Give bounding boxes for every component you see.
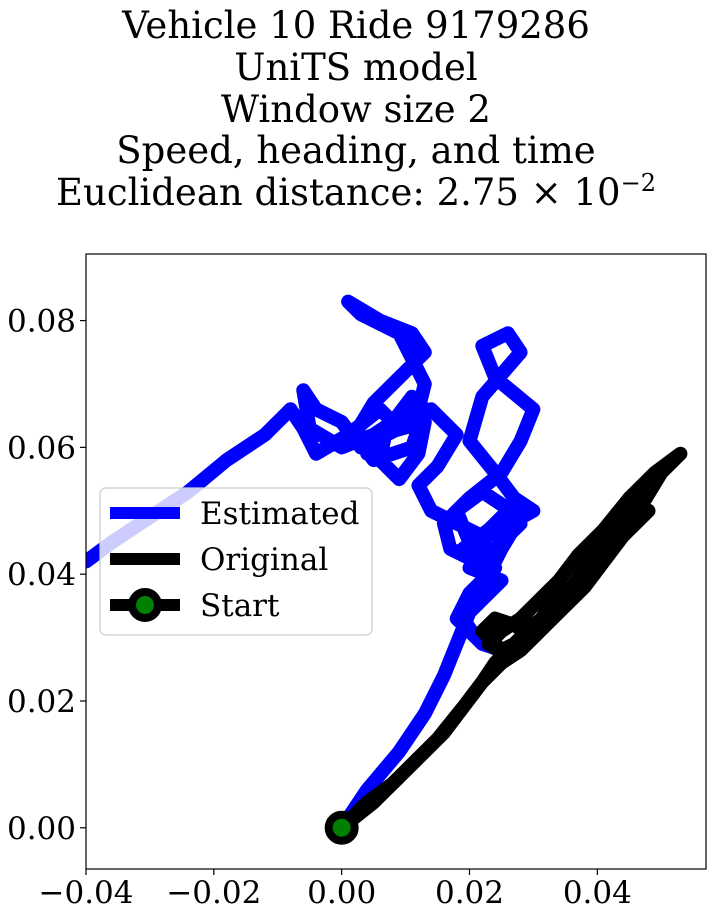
y-tick-label: 0.00 bbox=[7, 811, 76, 847]
y-tick-label: 0.08 bbox=[7, 304, 76, 340]
legend-box bbox=[99, 487, 373, 636]
series-line-original bbox=[334, 446, 688, 835]
title-line-distance: Euclidean distance: 2.75 × 10−2 bbox=[0, 169, 712, 217]
title-line-2: UniTS model bbox=[234, 46, 478, 89]
distance-label: Euclidean distance: 2.75 bbox=[56, 171, 519, 214]
legend-start-marker bbox=[128, 588, 162, 622]
distance-times: × 10 bbox=[530, 171, 621, 214]
x-tick-label: 0.04 bbox=[563, 875, 632, 911]
x-tick-label: −0.04 bbox=[39, 875, 134, 911]
y-tick-label: 0.04 bbox=[7, 557, 76, 593]
title-line-3: Window size 2 bbox=[221, 88, 491, 131]
legend-label-original: Original bbox=[200, 542, 328, 578]
y-tick-label: 0.06 bbox=[7, 430, 76, 466]
legend-label-start: Start bbox=[200, 588, 280, 624]
series-line-estimated bbox=[86, 294, 541, 835]
legend-label-estimated: Estimated bbox=[200, 496, 359, 532]
plot-frame bbox=[85, 253, 707, 870]
y-axis: 0.00 0.02 0.04 0.06 0.08 bbox=[7, 304, 86, 847]
distance-exponent: −2 bbox=[620, 169, 656, 197]
y-tick-label: 0.02 bbox=[7, 684, 76, 720]
start-marker bbox=[324, 810, 359, 845]
x-tick-label: 0.02 bbox=[435, 875, 504, 911]
legend: Estimated Original Start bbox=[99, 487, 373, 636]
title-line-1: Vehicle 10 Ride 9179286 bbox=[122, 4, 590, 47]
title-line-4: Speed, heading, and time bbox=[116, 129, 596, 172]
plot-lines bbox=[86, 294, 688, 845]
x-tick-label: 0.00 bbox=[307, 875, 376, 911]
x-tick-label: −0.02 bbox=[166, 875, 261, 911]
x-axis: −0.04 −0.02 0.00 0.02 0.04 bbox=[39, 869, 632, 911]
